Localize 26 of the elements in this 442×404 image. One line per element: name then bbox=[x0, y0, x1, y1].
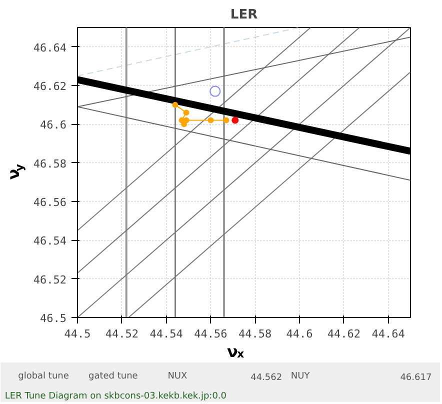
text: NUX bbox=[168, 372, 188, 382]
y-tick-label: 46.54 bbox=[33, 234, 67, 248]
y-axis-title: νy bbox=[4, 164, 26, 180]
y-tick-label: 46.52 bbox=[33, 273, 67, 286]
x-axis-title: νx bbox=[227, 342, 244, 361]
y-tick-label: 46.58 bbox=[33, 157, 67, 170]
x-tick-label: 44.58 bbox=[238, 328, 272, 340]
y-tick-label: 46.64 bbox=[33, 41, 67, 54]
text: global tune bbox=[18, 372, 70, 382]
x-tick-label: 44.62 bbox=[327, 328, 360, 340]
x-tick-label: 44.56 bbox=[194, 328, 228, 340]
y-tick-label: 46.5 bbox=[40, 312, 67, 325]
x-tick-label: 44.52 bbox=[105, 328, 138, 340]
y-tick-label: 46.6 bbox=[40, 118, 67, 132]
y-tick-label: 46.62 bbox=[33, 80, 67, 93]
text: NUY bbox=[290, 372, 310, 382]
x-tick-label: 44.5 bbox=[64, 328, 91, 340]
x-tick-label: 44.6 bbox=[286, 328, 313, 340]
x-tick-label: 44.64 bbox=[372, 328, 406, 340]
chart-title: LER bbox=[230, 8, 258, 22]
text: gated tune bbox=[88, 372, 138, 382]
text: 46.617 bbox=[400, 373, 432, 383]
x-tick-label: 44.54 bbox=[150, 328, 184, 340]
text: 44.562 bbox=[250, 373, 282, 383]
text: LER Tune Diagram on skbcons-03.kekb.kek.jp:0.0 bbox=[4, 392, 227, 402]
y-tick-label: 46.56 bbox=[33, 196, 67, 209]
